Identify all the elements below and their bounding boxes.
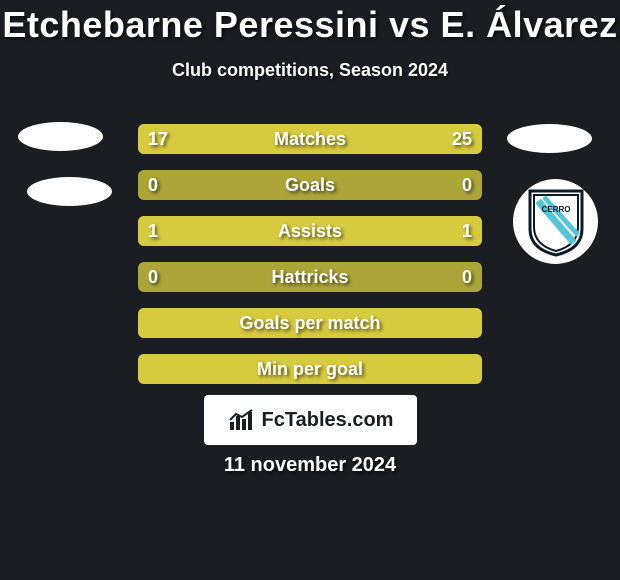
brand-text: FcTables.com xyxy=(262,409,394,432)
player2-badge-1 xyxy=(507,124,592,153)
shield-icon: CERRO xyxy=(526,187,586,257)
stat-row: Goals0 0 xyxy=(138,170,482,200)
stat-label: Goals per match xyxy=(138,308,482,338)
stat-value-left: 0 xyxy=(148,262,158,292)
player2-club-badge: CERRO xyxy=(513,179,598,264)
stat-row: Goals per match xyxy=(138,308,482,338)
stat-label: Assists xyxy=(138,216,482,246)
stat-label: Min per goal xyxy=(138,354,482,384)
stat-value-right: 0 xyxy=(462,262,472,292)
page-title: Etchebarne Peressini vs E. Álvarez xyxy=(0,0,620,46)
stat-row: Matches17 25 xyxy=(138,124,482,154)
brand-chart-icon xyxy=(228,408,256,432)
stat-row: Assists1 1 xyxy=(138,216,482,246)
svg-text:CERRO: CERRO xyxy=(541,205,570,214)
player1-badge-2 xyxy=(27,177,112,206)
infographic-date: 11 november 2024 xyxy=(0,454,620,477)
page-subtitle: Club competitions, Season 2024 xyxy=(0,60,620,81)
stat-value-left: 1 xyxy=(148,216,158,246)
stat-label: Goals xyxy=(138,170,482,200)
stat-row: Hattricks0 0 xyxy=(138,262,482,292)
comparison-infographic: Etchebarne Peressini vs E. Álvarez Club … xyxy=(0,0,620,580)
stat-value-right: 0 xyxy=(462,170,472,200)
comparison-bars: Matches1725Goals00Assists11Hattricks00Go… xyxy=(138,124,482,400)
stat-label: Hattricks xyxy=(138,262,482,292)
stat-label: Matches xyxy=(138,124,482,154)
stat-value-left: 0 xyxy=(148,170,158,200)
stat-value-left: 17 xyxy=(148,124,168,154)
brand-box: FcTables.com xyxy=(204,395,417,445)
stat-value-right: 25 xyxy=(452,124,472,154)
stat-value-right: 1 xyxy=(462,216,472,246)
stat-row: Min per goal xyxy=(138,354,482,384)
player1-badge-1 xyxy=(18,122,103,151)
